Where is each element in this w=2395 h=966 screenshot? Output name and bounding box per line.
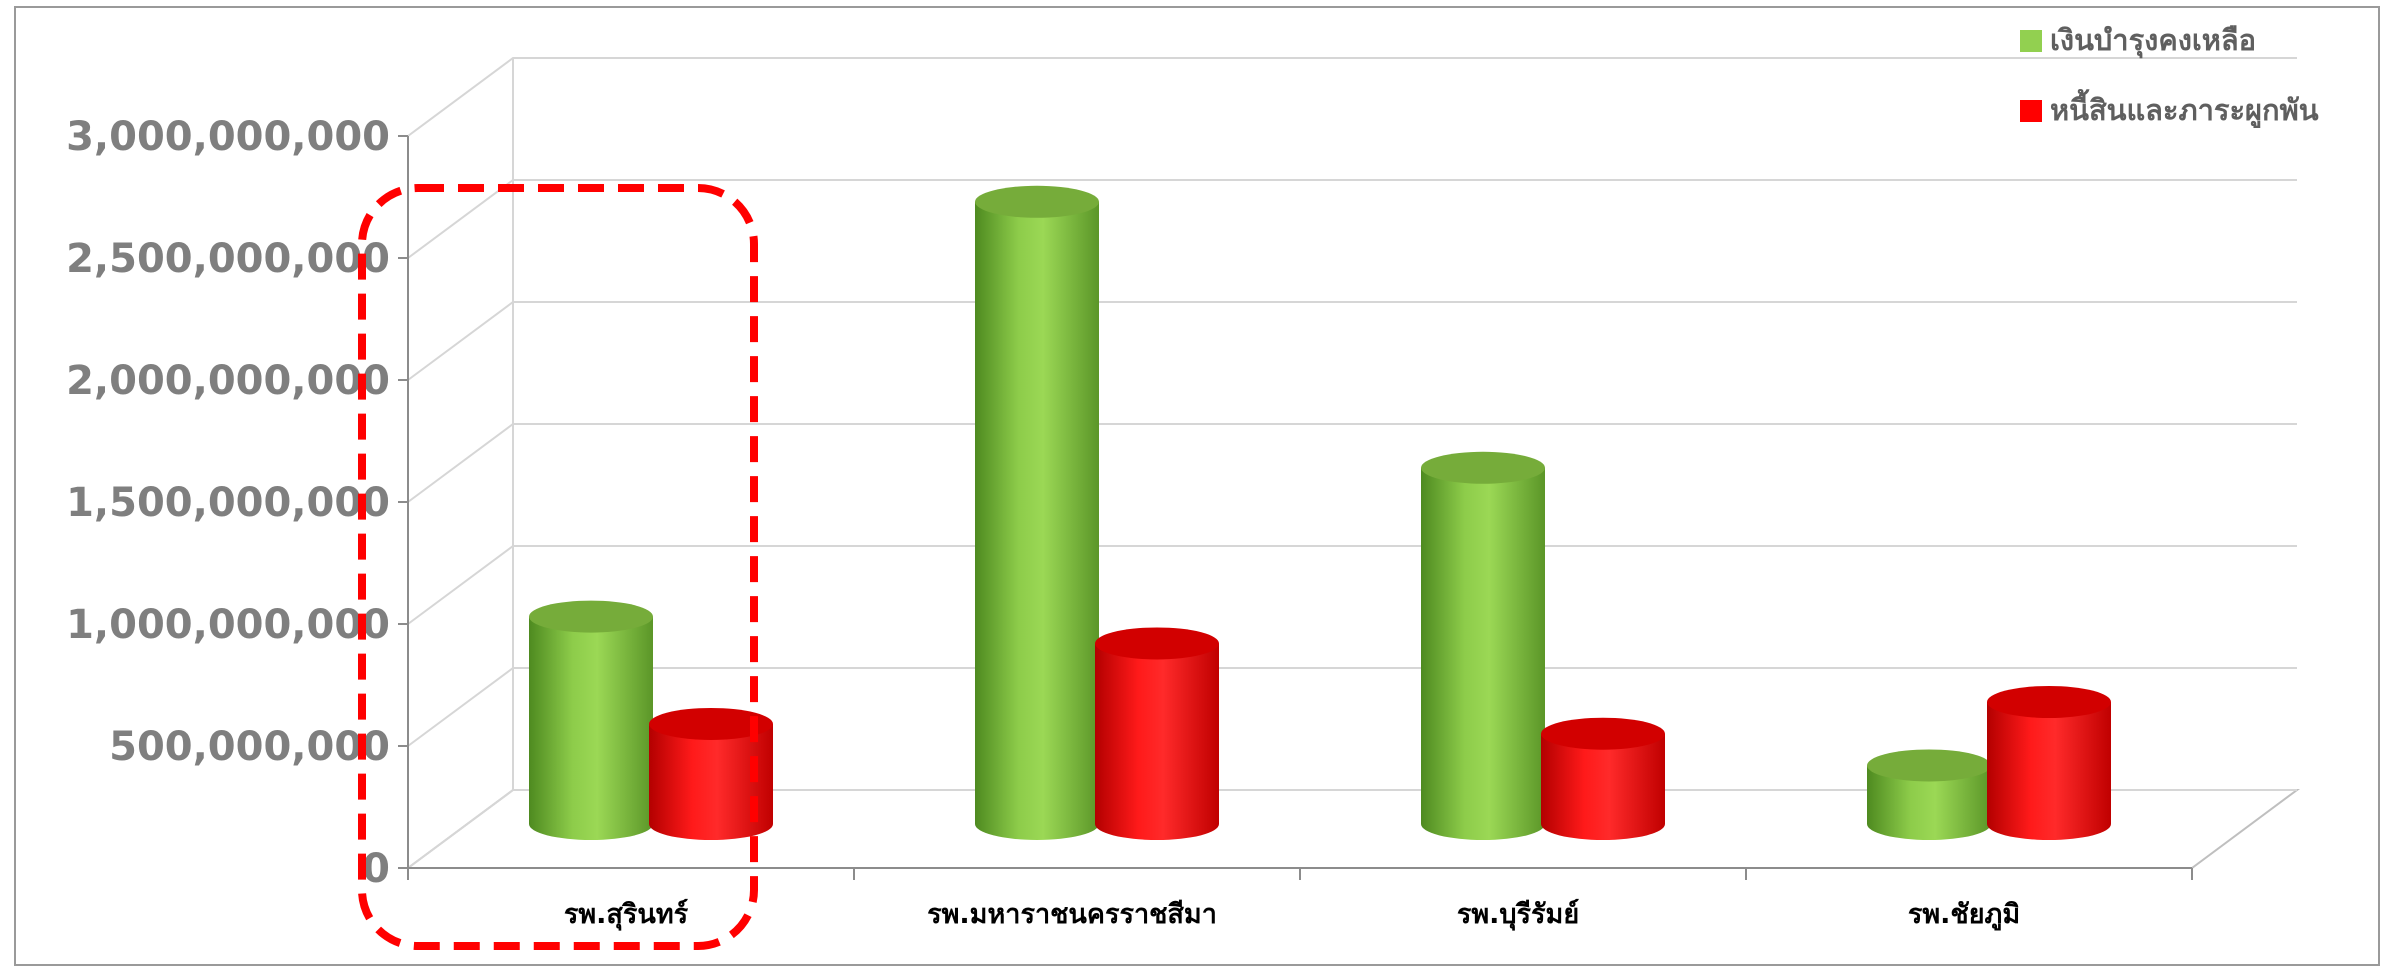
legend-label-liabilities: หนี้สินและภาระผูกพัน [2050,88,2319,128]
bars [529,185,2111,840]
axes [398,135,2193,880]
bar-body [1421,467,1545,840]
gridline [407,545,2297,625]
legend-swatch-remaining-funds [2020,30,2042,52]
highlight-layer [358,184,758,950]
bar-remaining-funds [1421,451,1545,840]
bar-body [649,723,773,840]
bar-body [1541,733,1665,840]
y-axis-ticks: 0 500,000,000 1,000,000,000 1,500,000,000 2,… [66,114,390,892]
bar-liabilities [1987,686,2111,840]
legend-swatch-liabilities [2020,100,2042,122]
y-tick-label: 1,500,000,000 [66,480,390,526]
bar-top [1421,451,1545,484]
highlight-box [358,184,758,950]
gridlines [404,57,2301,869]
gridline [407,179,2297,259]
y-tick-label: 1,000,000,000 [66,602,390,648]
legend: เงินบำรุงคงเหลือหนี้สินและภาระผูกพัน [2020,23,2319,128]
bar-top [649,707,773,740]
bar-top [975,185,1099,218]
gridline [407,423,2297,503]
y-tick-label: 3,000,000,000 [66,114,390,160]
bar-top [1867,749,1991,782]
legend-label-remaining-funds: เงินบำรุงคงเหลือ [2050,23,2256,58]
bar-body [529,616,653,840]
y-tick-label: 500,000,000 [109,724,390,770]
bar-body [1987,702,2111,840]
x-tick-label: รพ.มหาราชนครราชสีมา [927,899,1217,930]
bar-body [975,201,1099,840]
bar-top [529,600,653,633]
bar-remaining-funds [1867,749,1991,840]
x-tick-label: รพ.สุรินทร์ [564,898,689,931]
gridline [407,301,2297,381]
bar-remaining-funds [529,600,653,840]
gridline [407,57,2297,137]
x-tick-label: รพ.ชัยภูมิ [1908,899,2020,931]
y-tick-label: 2,500,000,000 [66,236,390,282]
bar-top [1095,627,1219,660]
x-tick-label: รพ.บุรีรัมย์ [1457,898,1579,931]
bar-liabilities [649,707,773,840]
y-tick-label: 0 [362,846,390,892]
y-tick-label: 2,000,000,000 [66,358,390,404]
bar-top [1987,686,2111,718]
bar-body [1095,643,1219,840]
bar-remaining-funds [975,185,1099,840]
bar-liabilities [1541,717,1665,840]
bar-liabilities [1095,627,1219,840]
x-axis-ticks: รพ.สุรินทร์ รพ.มหาราชนครราชสีมา รพ.บุรีรัม… [564,898,2020,931]
bar-body [1867,765,1991,840]
bar-top [1541,717,1665,750]
